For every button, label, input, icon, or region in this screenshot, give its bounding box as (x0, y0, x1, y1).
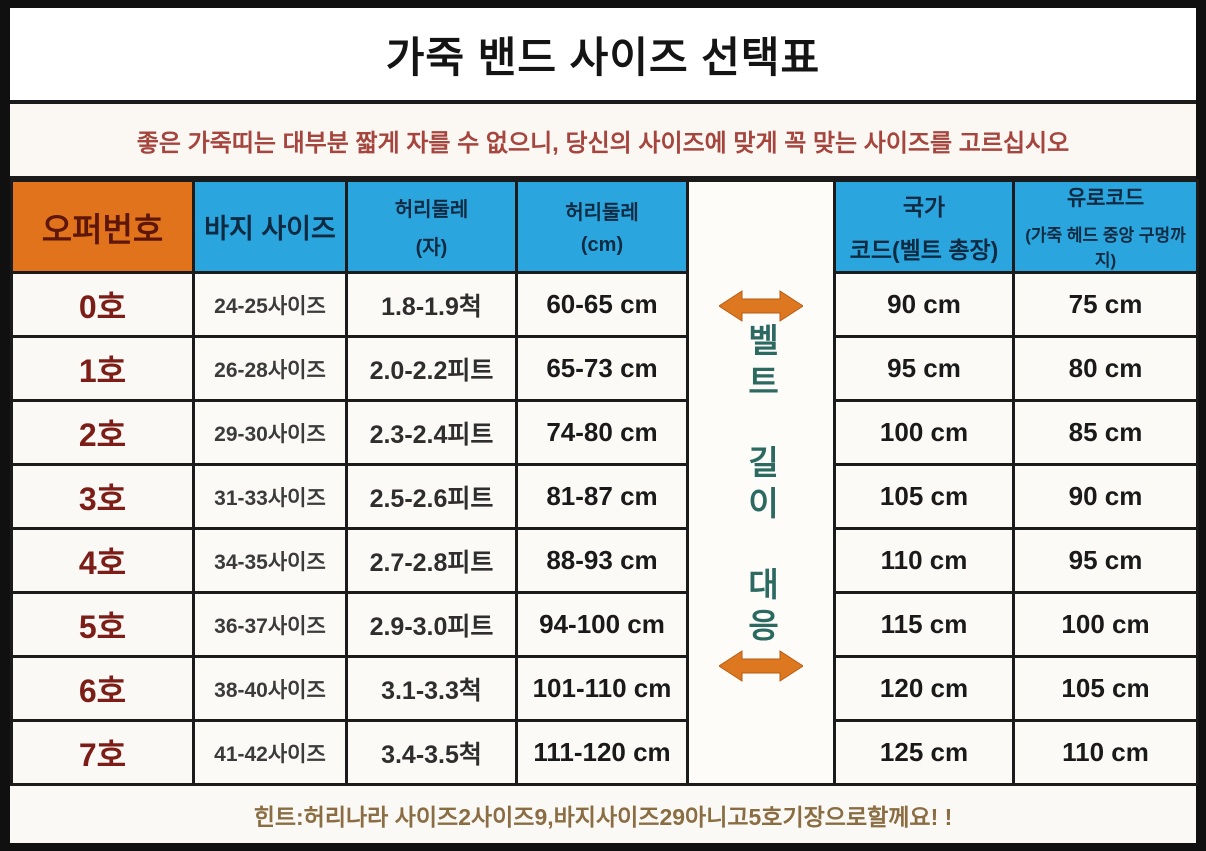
waist-ja-cell: 1.8-1.9척 (345, 271, 518, 338)
euro-code-cell: 100 cm (1012, 591, 1199, 658)
double-arrow-icon (719, 289, 803, 322)
header-waist-ja-line1: 허리둘레 (394, 199, 469, 221)
order-no-cell: 4호 (10, 527, 195, 594)
pants-size-cell: 36-37사이즈 (192, 591, 348, 658)
order-no-cell: 6호 (10, 655, 195, 722)
order-no-cell: 3호 (10, 463, 195, 530)
euro-code-cell: 110 cm (1012, 719, 1199, 786)
euro-code-cell: 85 cm (1012, 399, 1199, 466)
header-row: 오퍼번호 바지 사이즈 허리둘레 (자) 허리둘레 (cm) (10, 179, 1199, 786)
waist-cm-cell: 101-110 cm (515, 655, 689, 722)
header-euro-line2: (가죽 헤드 중앙 구멍까지) (1025, 226, 1186, 270)
waist-ja-cell: 2.3-2.4피트 (345, 399, 518, 466)
waist-cm-cell: 88-93 cm (515, 527, 689, 594)
header-waist-ja-line2: (자) (415, 237, 448, 259)
header-country-line2: 코드(벨트 총장) (849, 237, 999, 263)
header-country-code: 국가 코드(벨트 총장) (833, 179, 1015, 274)
double-arrow-icon (719, 649, 803, 682)
waist-cm-cell: 94-100 cm (515, 591, 689, 658)
page-title: 가죽 밴드 사이즈 선택표 (10, 8, 1196, 104)
pants-size-cell: 26-28사이즈 (192, 335, 348, 402)
header-waist-cm-line2: (cm) (580, 234, 624, 256)
country-code-cell: 105 cm (833, 463, 1015, 530)
order-no-cell: 5호 (10, 591, 195, 658)
belt-word-1: 벨트 (742, 322, 780, 405)
belt-length-label: 벨트 길이 대응 (742, 322, 780, 649)
table-row: 3호 31-33사이즈 2.5-2.6피트 81-87 cm 105 cm 90… (10, 463, 1199, 530)
country-code-cell: 100 cm (833, 399, 1015, 466)
belt-length-column: 벨트 길이 대응 (686, 179, 836, 786)
order-no-cell: 0호 (10, 271, 195, 338)
belt-length-content: 벨트 길이 대응 (691, 227, 832, 739)
table-row: 7호 41-42사이즈 3.4-3.5척 111-120 cm 125 cm 1… (10, 719, 1199, 786)
country-code-cell: 115 cm (833, 591, 1015, 658)
header-pants-size: 바지 사이즈 (192, 179, 348, 274)
hint-text: 힌트:허리나라 사이즈2사이즈9,바지사이즈29아니고5호기장으로할께요! ! (10, 786, 1196, 843)
belt-word-2: 길이 (742, 444, 780, 527)
header-waist-cm: 허리둘레 (cm) (515, 179, 689, 274)
waist-ja-cell: 2.7-2.8피트 (345, 527, 518, 594)
header-waist-ja: 허리둘레 (자) (345, 179, 518, 274)
euro-code-cell: 75 cm (1012, 271, 1199, 338)
pants-size-cell: 24-25사이즈 (192, 271, 348, 338)
waist-ja-cell: 2.9-3.0피트 (345, 591, 518, 658)
waist-ja-cell: 2.0-2.2피트 (345, 335, 518, 402)
waist-cm-cell: 65-73 cm (515, 335, 689, 402)
header-order-no: 오퍼번호 (10, 179, 195, 274)
size-table: 오퍼번호 바지 사이즈 허리둘레 (자) 허리둘레 (cm) (10, 179, 1199, 786)
euro-code-cell: 90 cm (1012, 463, 1199, 530)
size-chart-sheet: 가죽 밴드 사이즈 선택표 좋은 가죽띠는 대부분 짧게 자를 수 없으니, 당… (10, 8, 1199, 843)
belt-word-3: 대응 (742, 566, 780, 649)
waist-ja-cell: 3.1-3.3척 (345, 655, 518, 722)
table-row: 6호 38-40사이즈 3.1-3.3척 101-110 cm 120 cm 1… (10, 655, 1199, 722)
pants-size-cell: 34-35사이즈 (192, 527, 348, 594)
table-row: 4호 34-35사이즈 2.7-2.8피트 88-93 cm 110 cm 95… (10, 527, 1199, 594)
order-no-cell: 1호 (10, 335, 195, 402)
euro-code-cell: 95 cm (1012, 527, 1199, 594)
pants-size-cell: 38-40사이즈 (192, 655, 348, 722)
country-code-cell: 120 cm (833, 655, 1015, 722)
table-row: 2호 29-30사이즈 2.3-2.4피트 74-80 cm 100 cm 85… (10, 399, 1199, 466)
header-euro-line1: 유로코드 (1066, 187, 1145, 210)
pants-size-cell: 29-30사이즈 (192, 399, 348, 466)
pants-size-cell: 41-42사이즈 (192, 719, 348, 786)
order-no-cell: 7호 (10, 719, 195, 786)
country-code-cell: 110 cm (833, 527, 1015, 594)
header-euro-code: 유로코드 (가죽 헤드 중앙 구멍까지) (1012, 179, 1199, 274)
table-row: 1호 26-28사이즈 2.0-2.2피트 65-73 cm 95 cm 80 … (10, 335, 1199, 402)
order-no-cell: 2호 (10, 399, 195, 466)
waist-cm-cell: 60-65 cm (515, 271, 689, 338)
waist-ja-cell: 3.4-3.5척 (345, 719, 518, 786)
waist-cm-cell: 74-80 cm (515, 399, 689, 466)
country-code-cell: 125 cm (833, 719, 1015, 786)
euro-code-cell: 80 cm (1012, 335, 1199, 402)
country-code-cell: 90 cm (833, 271, 1015, 338)
euro-code-cell: 105 cm (1012, 655, 1199, 722)
subtitle-warning: 좋은 가죽띠는 대부분 짧게 자를 수 없으니, 당신의 사이즈에 맞게 꼭 맞… (10, 104, 1196, 179)
waist-cm-cell: 81-87 cm (515, 463, 689, 530)
country-code-cell: 95 cm (833, 335, 1015, 402)
header-waist-cm-line1: 허리둘레 (565, 202, 639, 224)
pants-size-cell: 31-33사이즈 (192, 463, 348, 530)
waist-cm-cell: 111-120 cm (515, 719, 689, 786)
table-row: 5호 36-37사이즈 2.9-3.0피트 94-100 cm 115 cm 1… (10, 591, 1199, 658)
waist-ja-cell: 2.5-2.6피트 (345, 463, 518, 530)
table-row: 0호 24-25사이즈 1.8-1.9척 60-65 cm 90 cm 75 c… (10, 271, 1199, 338)
header-country-line1: 국가 (902, 194, 946, 220)
